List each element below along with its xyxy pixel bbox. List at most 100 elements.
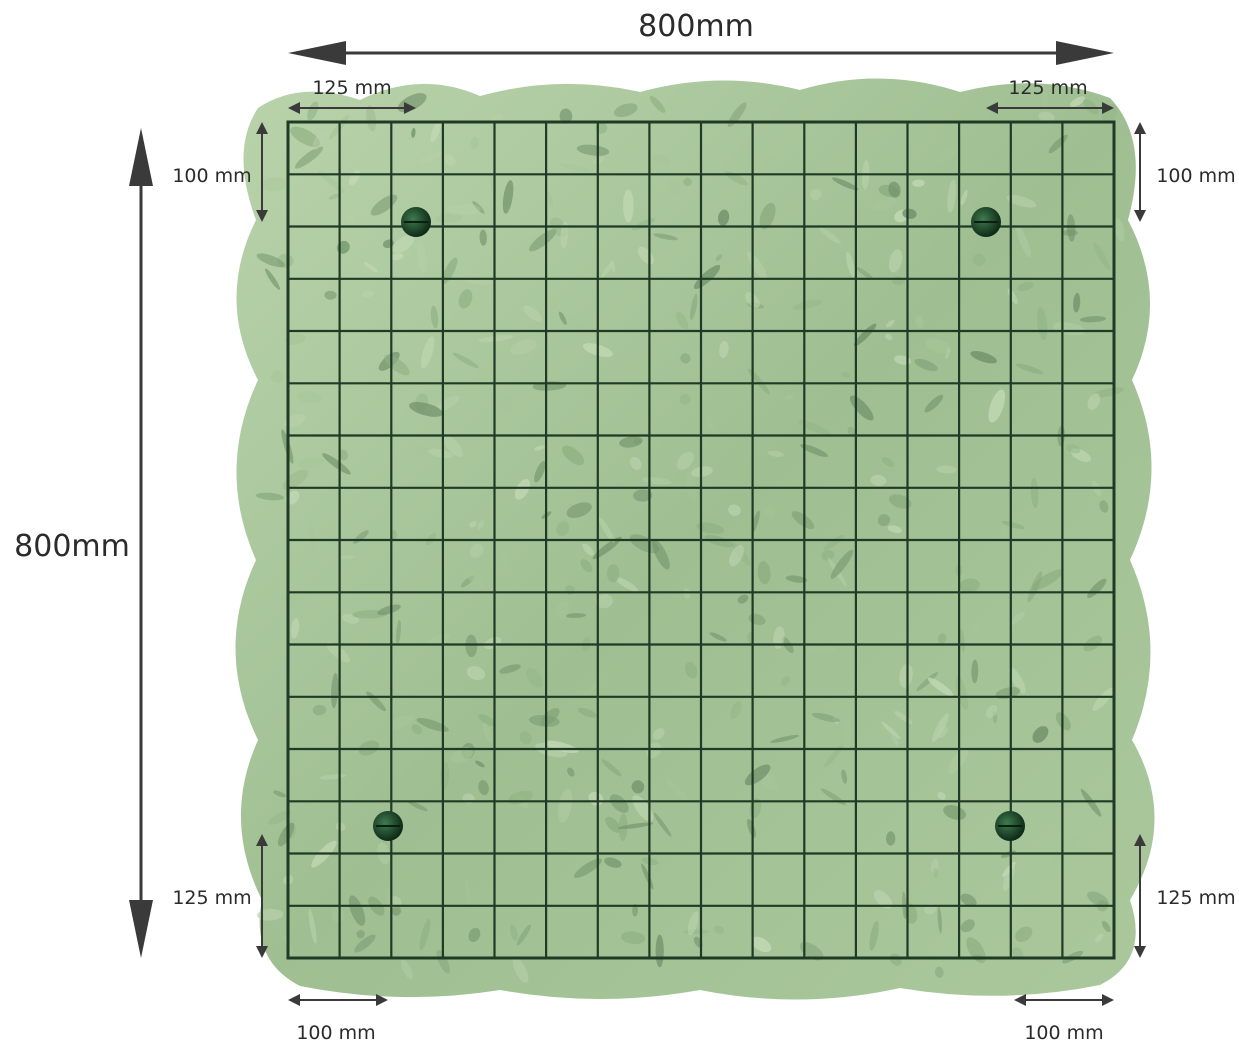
leaf xyxy=(388,714,415,730)
leaf xyxy=(475,760,485,768)
leaf xyxy=(680,353,691,364)
leaf xyxy=(290,126,321,147)
leaf xyxy=(307,700,335,716)
leaf xyxy=(1015,363,1044,374)
leaf xyxy=(751,936,772,953)
leaf xyxy=(436,949,450,974)
leaf xyxy=(1079,316,1107,323)
leaf xyxy=(510,924,518,941)
leaf xyxy=(730,701,742,720)
mounting-clips xyxy=(373,207,1025,841)
leaf xyxy=(1087,393,1101,410)
leaf xyxy=(972,253,986,266)
leaf xyxy=(881,721,901,740)
leaf xyxy=(884,333,893,341)
leaf xyxy=(468,927,481,943)
leaf xyxy=(759,202,776,230)
leaf xyxy=(709,632,727,642)
leaf xyxy=(285,333,306,345)
leaf xyxy=(604,857,622,868)
leaf xyxy=(652,154,671,166)
leaf xyxy=(519,731,532,745)
leaf xyxy=(582,543,594,556)
leaf xyxy=(631,780,645,794)
leaf xyxy=(799,942,824,961)
leaf xyxy=(560,221,569,249)
leaf xyxy=(877,514,891,527)
leaf xyxy=(832,177,859,191)
left-top-height-label: 100 mm xyxy=(172,165,251,187)
leaf xyxy=(832,716,840,724)
mounting-clip-bottom-left xyxy=(373,811,403,841)
leaf xyxy=(653,812,672,837)
leaf xyxy=(446,204,481,216)
leaf xyxy=(1070,96,1085,107)
leaf xyxy=(592,536,622,560)
leaf xyxy=(914,358,938,372)
leaf xyxy=(887,525,903,534)
leaf xyxy=(1009,611,1025,626)
leaf xyxy=(899,663,913,688)
leaf xyxy=(296,391,322,404)
leaf xyxy=(843,718,852,753)
leaf xyxy=(558,311,567,325)
leaf xyxy=(629,457,642,470)
leaf xyxy=(889,494,912,509)
leaf xyxy=(577,707,597,718)
leaf xyxy=(869,920,879,951)
leaf xyxy=(516,924,531,946)
leaf xyxy=(945,347,951,360)
leaf xyxy=(562,445,585,465)
leaf xyxy=(830,549,854,579)
left-bottom-height-arrow xyxy=(256,834,268,958)
height-total-arrow xyxy=(129,128,153,958)
leaf xyxy=(652,727,665,740)
leaf xyxy=(479,229,487,246)
leaf xyxy=(785,575,808,583)
left-bottom-height-label: 125 mm xyxy=(172,887,251,909)
leaf xyxy=(284,413,306,428)
leaf xyxy=(610,260,616,273)
leaf xyxy=(411,127,416,138)
leaf xyxy=(791,511,815,530)
leaf xyxy=(478,714,496,727)
leaf xyxy=(824,745,844,768)
leaf xyxy=(1101,921,1111,932)
right-bottom-height-label: 125 mm xyxy=(1156,887,1235,909)
leaf xyxy=(419,918,431,951)
leaf xyxy=(469,543,484,558)
leaf xyxy=(324,290,337,300)
leaf xyxy=(1015,926,1033,942)
leaf xyxy=(510,339,537,355)
leaf xyxy=(871,198,897,211)
leaf xyxy=(1017,281,1034,292)
leaf xyxy=(1042,88,1048,113)
leaf xyxy=(960,919,975,933)
leaf xyxy=(1002,861,1016,877)
leaf xyxy=(823,535,845,551)
leaf xyxy=(294,146,324,169)
leaf xyxy=(744,764,771,786)
leaf xyxy=(576,144,610,156)
leaf xyxy=(465,634,478,658)
bottom-left-width-label: 100 mm xyxy=(296,1022,375,1044)
leaf xyxy=(389,896,402,908)
leaf xyxy=(706,416,714,430)
leaf xyxy=(443,154,456,166)
height-total-label: 800mm xyxy=(14,529,130,564)
leaf xyxy=(498,664,521,674)
leaf xyxy=(574,858,602,878)
leaf xyxy=(891,732,899,747)
leaf xyxy=(356,929,365,939)
leaf xyxy=(767,450,785,457)
leaf xyxy=(655,934,664,968)
leaf xyxy=(988,389,1006,423)
leaf xyxy=(1099,500,1109,513)
leaf xyxy=(1080,789,1102,817)
leaf xyxy=(345,212,355,224)
leaf xyxy=(1032,726,1049,743)
leaf xyxy=(675,311,689,330)
leaf xyxy=(763,155,778,165)
leaf xyxy=(609,794,629,813)
